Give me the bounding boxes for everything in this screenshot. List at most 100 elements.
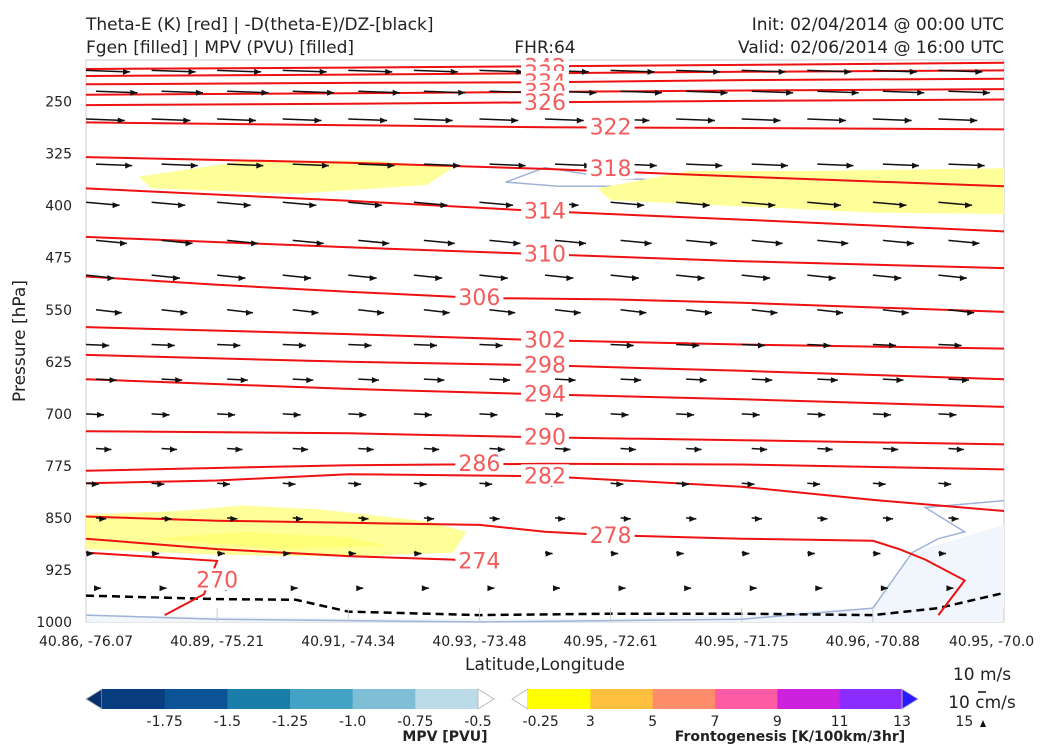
wind-vector-head (611, 550, 619, 557)
y-tick-label: 550 (45, 303, 72, 319)
wind-vector-head (511, 117, 519, 124)
wind-vector-head (304, 275, 312, 282)
wind-vector-head (576, 117, 584, 124)
wind-vector-head (319, 68, 327, 75)
theta-e-label-bg (521, 464, 569, 487)
wind-vector-head (694, 446, 702, 453)
wind-vector-head (839, 117, 847, 124)
wind-vector-head (846, 162, 854, 169)
wind-vector-head (114, 309, 122, 316)
wind-vector-head (256, 162, 264, 169)
theta-e-label-bg (586, 523, 635, 546)
wind-vector-head (243, 202, 251, 209)
wind-vector-head (589, 89, 597, 96)
theta-e-label-bg (521, 199, 569, 222)
wind-vector-head (621, 411, 629, 418)
wind-vector-head (180, 309, 188, 316)
fgen-upper-right (597, 168, 1004, 214)
wind-vector-head (387, 162, 395, 169)
mpv-colorbar: -1.75 -1.5 -1.25 -1.0 -0.75 -0.5 -0.25 (85, 688, 559, 730)
fgenbar-segment (652, 689, 716, 709)
mpv-region-surface (86, 524, 1004, 622)
theta-e-contour-322 (85, 121, 1005, 131)
wind-vector-head (631, 275, 639, 282)
wind-vector-head (228, 411, 236, 418)
theta-e-label-306: 306 (458, 286, 500, 311)
wind-vector-head (458, 89, 466, 96)
wind-vector-head (566, 275, 574, 282)
wind-vector-head (99, 515, 107, 522)
wind-vector-head (440, 202, 448, 209)
wind-vector-head (354, 481, 362, 488)
wind-vector-head (157, 481, 165, 488)
wind-vector-head (97, 411, 104, 418)
wind-vector-head (873, 550, 881, 557)
wind-vector-head (684, 585, 692, 592)
wind-vector-head (238, 275, 246, 282)
frontogenesis-colorbar: 3 5 7 9 11 13 15 (511, 688, 973, 730)
wind-vector-head (967, 309, 975, 316)
wind-vector-head (314, 117, 322, 124)
wind-vector-head (654, 89, 662, 96)
wind-vector-head (487, 585, 495, 592)
wind-vector-head (254, 68, 262, 75)
theta-e-label-bg (521, 382, 569, 405)
wind-vector-head (553, 585, 560, 592)
wind-vector-head (836, 309, 844, 316)
wind-vector-head (490, 411, 498, 418)
wind-vector-head (623, 515, 631, 522)
wind-vector-head (183, 117, 191, 124)
mpvbar-segment (415, 689, 479, 709)
mpvbar-tick-label: -0.25 (523, 714, 559, 730)
wind-vector-head (518, 162, 526, 169)
wind-vector-head (500, 275, 508, 282)
wind-vector-head (508, 309, 516, 316)
wind-vector-head (558, 515, 566, 522)
wind-vector (413, 69, 458, 73)
wind-vector-head (424, 411, 432, 418)
x-tick-label: 40.96, -70.88 (826, 634, 920, 650)
theta-e-label-290: 290 (524, 425, 566, 450)
wind-vector-head (917, 89, 925, 96)
theta-e-label-302: 302 (524, 328, 566, 353)
wind-vector-head (807, 550, 815, 557)
wind-vector-head (516, 68, 524, 75)
mpvbar-segment (227, 689, 291, 709)
dthetae-dz-dashed-line (85, 591, 1005, 617)
y-tick-label: 475 (45, 251, 72, 267)
wind-vector-head (742, 550, 750, 557)
wind-vector-head (765, 377, 773, 384)
wind-vector-head (770, 309, 778, 316)
theta-e-label-bg (521, 242, 569, 265)
wind-vector-head (972, 240, 980, 247)
wind-vector-head (749, 585, 757, 592)
mpvbar-tick-label: -1.25 (272, 714, 308, 730)
wind-vector-head (503, 377, 511, 384)
wind-vector-head (618, 585, 626, 592)
wind-vector-head (385, 68, 393, 75)
wind-vector-head (445, 117, 453, 124)
mpvbar-tick-label: -1.0 (339, 714, 366, 730)
wind-vector-head (825, 446, 833, 453)
fgenbar-tick-label: 3 (586, 714, 595, 730)
theta-e-label-282: 282 (524, 464, 566, 489)
wind-vector-head (582, 68, 589, 75)
wind-vector (151, 69, 196, 73)
x-axis: 40.86, -76.07 40.89, -75.21 40.91, -74.34 4… (39, 608, 1034, 650)
wind-vector-head (120, 240, 127, 247)
y-tick-label: 400 (45, 199, 72, 215)
wind-vector-head (697, 275, 705, 282)
wind-key-arrow-vertical (980, 720, 986, 727)
wind-vector-head (301, 446, 309, 453)
wind-vector-head (909, 68, 917, 75)
forecast-hour: FHR:64 (514, 38, 575, 58)
wind-vector-head (886, 515, 894, 522)
mpvbar-right-cap (477, 688, 495, 710)
filled-fields (85, 160, 1005, 623)
theta-e-label-bg (586, 115, 635, 138)
wind-vector-head (283, 550, 291, 557)
theta-e-label-294: 294 (524, 382, 566, 407)
wind-vector-head (327, 89, 335, 96)
wind-vector-head (818, 411, 826, 418)
wind-vector-head (245, 309, 253, 316)
